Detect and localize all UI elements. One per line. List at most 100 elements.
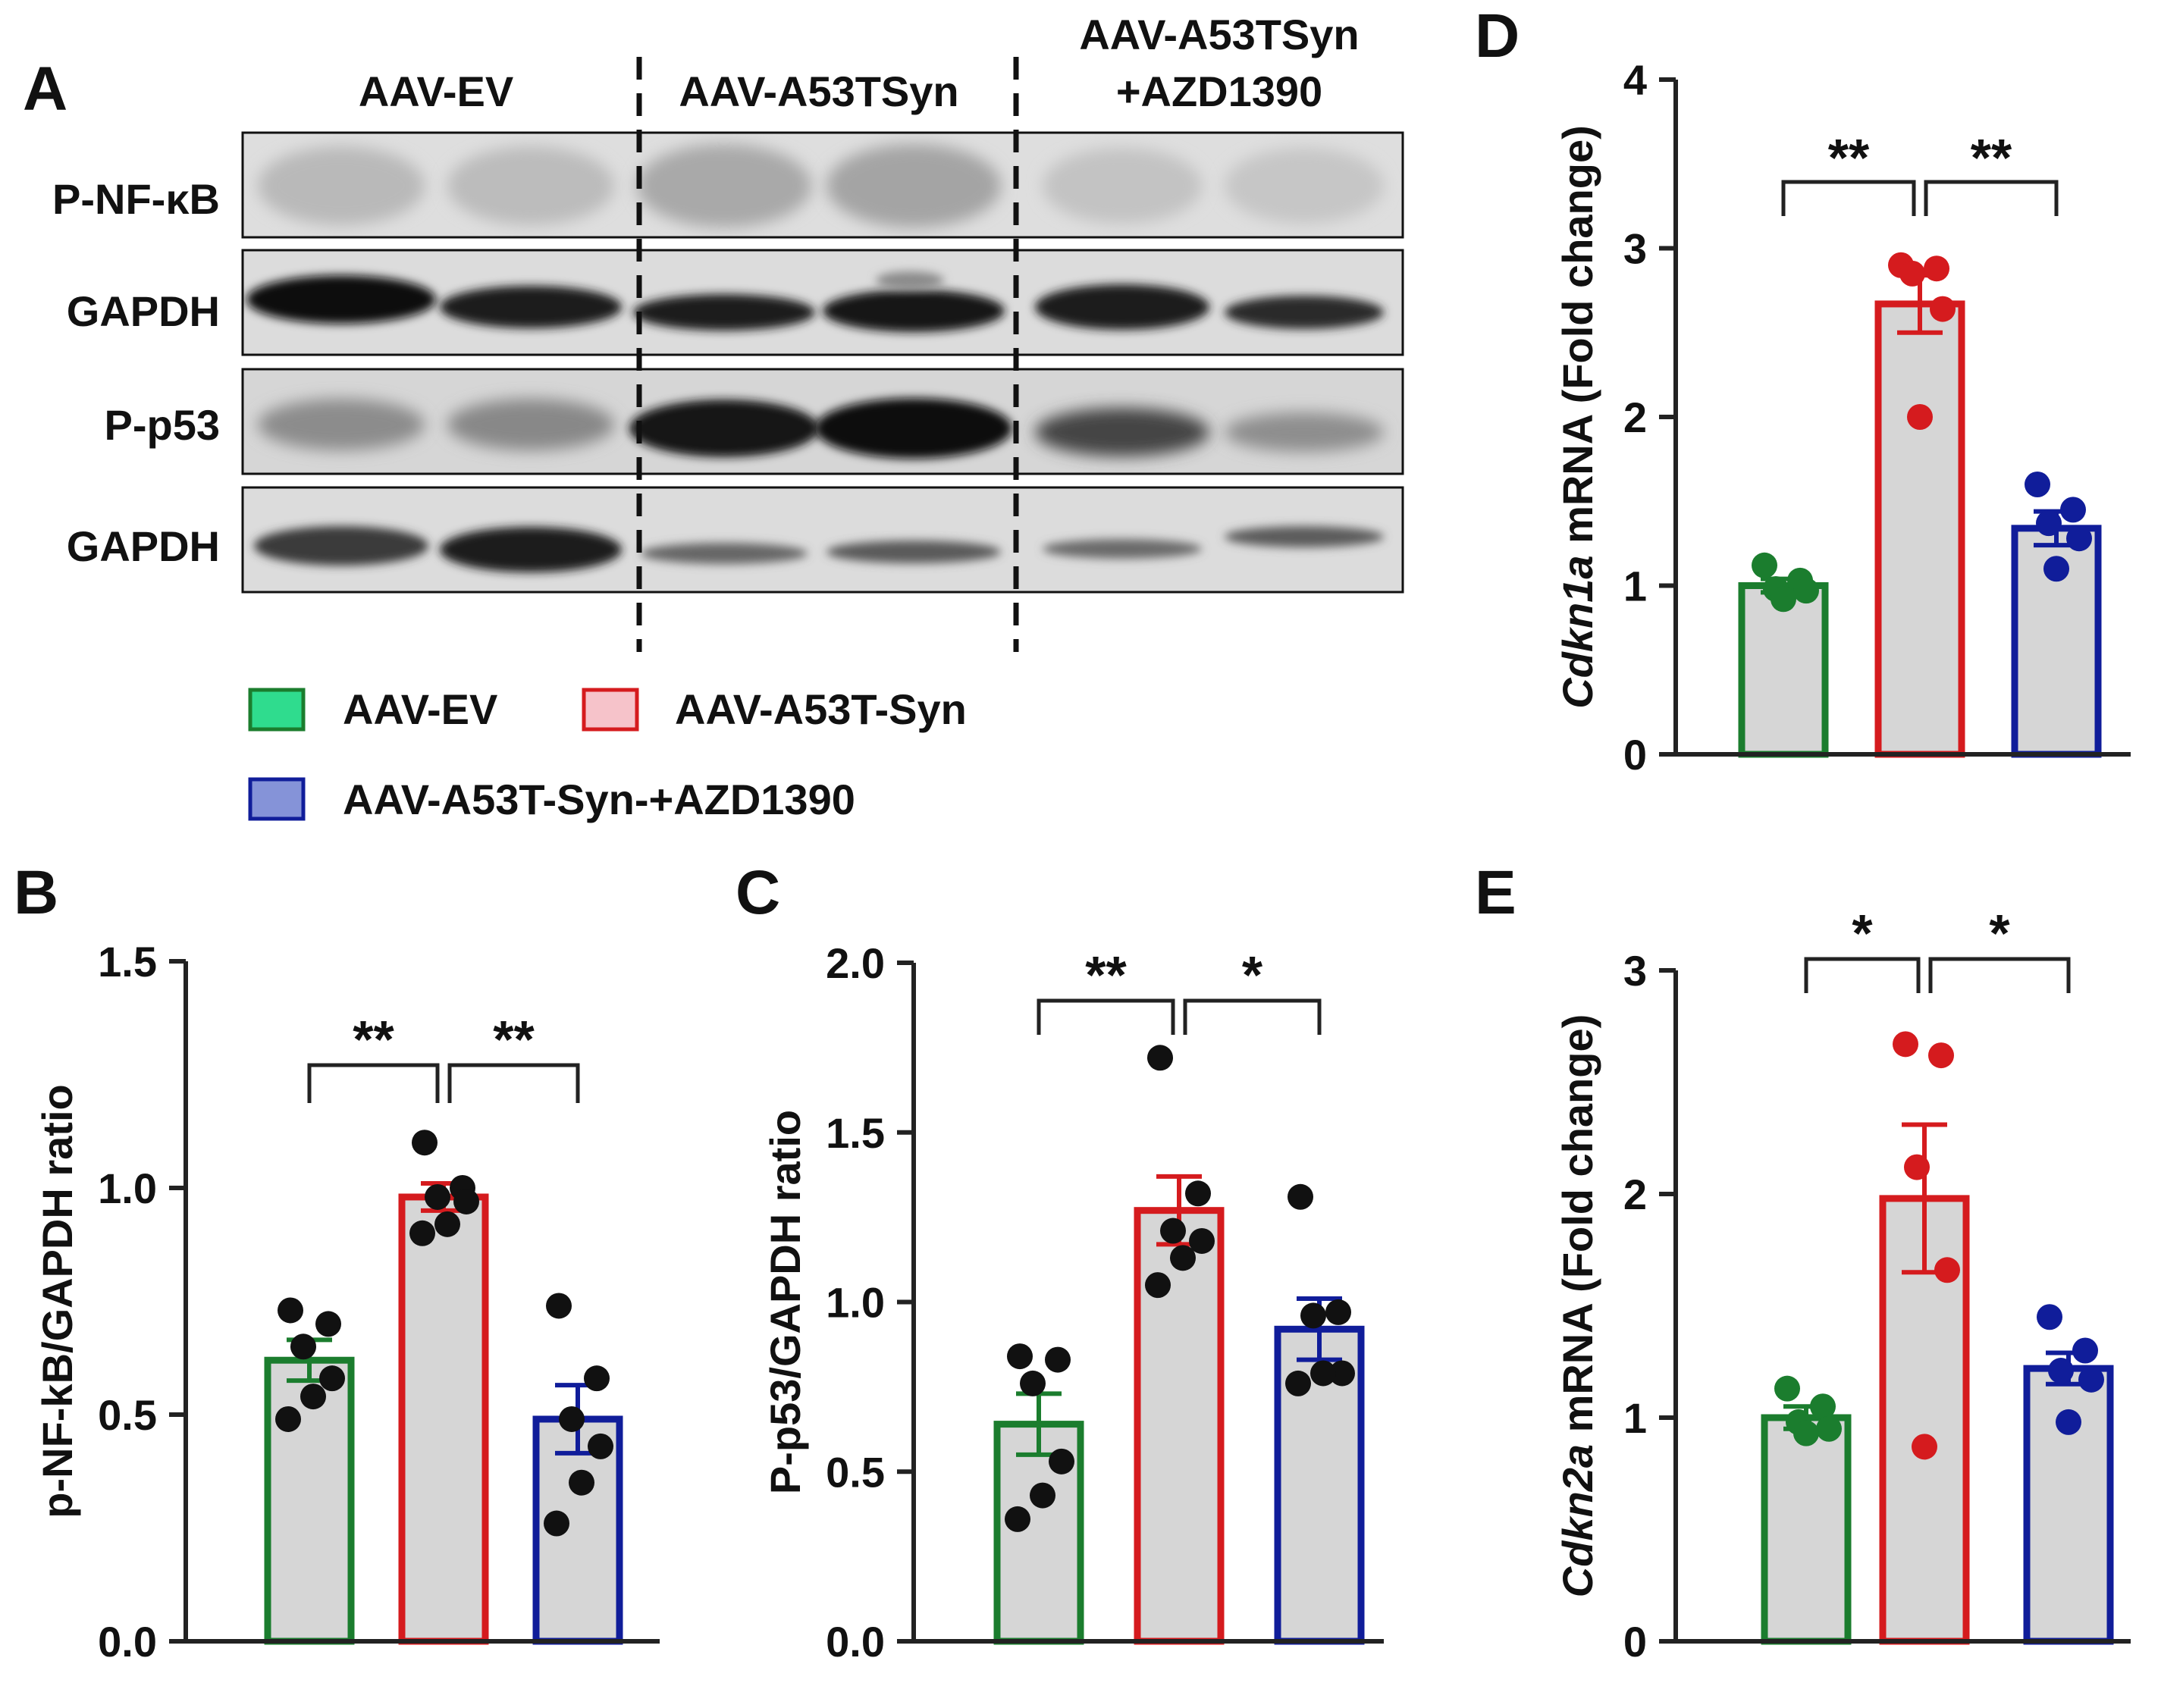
chart-c-ytick-label: 0.0 bbox=[826, 1618, 885, 1666]
chart-c-point-ev bbox=[1005, 1506, 1030, 1532]
chart-e-point-ev bbox=[1816, 1415, 1842, 1442]
chart-e-point-syn bbox=[1928, 1042, 1954, 1069]
chart-b-ylabel: p-NF-kB/GAPDH ratio bbox=[33, 1084, 81, 1518]
legend-label-azd: AAV-A53T-Syn-+AZD1390 bbox=[343, 776, 855, 823]
chart-d-point-ev bbox=[1793, 578, 1819, 604]
chart-e-point-ev bbox=[1774, 1375, 1800, 1402]
chart-b-nfkb-ratio: 0.0 0.5 1.0 1.5 p-NF-kB/GAPDH ratio ** ** bbox=[33, 938, 660, 1666]
chart-b-point-ev bbox=[319, 1365, 345, 1392]
blot-row-label-p-p53: P-p53 bbox=[105, 401, 221, 449]
chart-d-point-azd bbox=[2036, 510, 2062, 537]
chart-c-point-syn bbox=[1170, 1245, 1196, 1271]
legend-swatch-syn bbox=[582, 688, 639, 732]
legend-label-syn: AAV-A53T-Syn bbox=[675, 685, 967, 733]
chart-d-ytick-label: 3 bbox=[1623, 225, 1647, 273]
chart-c-sig-label: * bbox=[1242, 945, 1263, 1004]
chart-c-point-ev bbox=[1030, 1482, 1055, 1509]
chart-d-point-syn bbox=[1899, 260, 1925, 287]
chart-c-ytick-label: 0.5 bbox=[826, 1448, 885, 1496]
chart-b-point-azd bbox=[544, 1510, 569, 1537]
chart-b-sig-label: ** bbox=[493, 1010, 535, 1069]
chart-e-sig-bracket bbox=[1804, 957, 1921, 993]
chart-e-sig-bracket bbox=[1928, 957, 2071, 993]
chart-d-point-azd bbox=[2060, 497, 2086, 523]
chart-c-ylabel: P-p53/GAPDH ratio bbox=[761, 1110, 809, 1494]
panel-label-e: E bbox=[1475, 858, 1516, 927]
chart-d-cdkn1a: 0 1 2 3 4 Cdkn1a mRNA (Fold change) ** ** bbox=[1554, 56, 2131, 779]
chart-b-point-syn bbox=[409, 1220, 435, 1246]
blot-strip-gapdh-1 bbox=[243, 250, 1403, 355]
chart-b-sig-bracket bbox=[307, 1063, 440, 1103]
chart-e-bar-ev bbox=[1761, 1414, 1852, 1645]
chart-b-point-azd bbox=[588, 1433, 613, 1459]
legend: AAV-EV AAV-A53T-Syn AAV-A53T-Syn-+AZD139… bbox=[248, 685, 967, 823]
chart-d-point-syn bbox=[1924, 255, 1949, 282]
chart-b-point-ev bbox=[278, 1297, 303, 1324]
chart-e-point-ev bbox=[1810, 1393, 1836, 1420]
chart-c-point-azd bbox=[1329, 1360, 1355, 1387]
blot-group-label-syn-azd-line2: +AZD1390 bbox=[1116, 67, 1322, 115]
chart-b-point-ev bbox=[275, 1406, 301, 1432]
chart-c-point-syn bbox=[1160, 1218, 1186, 1244]
chart-b-point-azd bbox=[569, 1469, 594, 1496]
chart-d-point-ev bbox=[1771, 586, 1796, 613]
panel-label-c: C bbox=[736, 858, 780, 927]
panel-label-d: D bbox=[1475, 2, 1520, 71]
chart-c-point-ev bbox=[1049, 1448, 1074, 1475]
chart-c-p53-ratio: 0.00.51.01.52.0P-p53/GAPDH ratio** * bbox=[761, 939, 1384, 1666]
chart-b-ytick-label: 0.0 bbox=[98, 1618, 157, 1666]
chart-d-point-azd bbox=[2066, 525, 2092, 552]
chart-e-ylabel: Cdkn2a mRNA (Fold change) bbox=[1554, 1014, 1601, 1598]
blot-group-label-syn-azd-line1: AAV-A53TSyn bbox=[1079, 11, 1359, 58]
chart-d-point-azd bbox=[2025, 472, 2050, 497]
chart-c-ytick-label: 1.5 bbox=[826, 1109, 885, 1157]
chart-c-point-syn bbox=[1145, 1272, 1171, 1299]
chart-e-ytick-label: 2 bbox=[1623, 1171, 1647, 1218]
chart-b-point-syn bbox=[434, 1211, 460, 1237]
blot-row-label-p-nfkb: P-NF-κB bbox=[52, 175, 220, 223]
chart-e-point-syn bbox=[1904, 1154, 1930, 1180]
chart-d-sig-label: ** bbox=[1828, 128, 1870, 187]
chart-b-bar-syn bbox=[398, 1193, 489, 1645]
chart-e-point-azd bbox=[2078, 1366, 2104, 1393]
chart-c-ytick-label: 1.0 bbox=[826, 1279, 885, 1327]
chart-e-point-azd bbox=[2048, 1358, 2074, 1384]
chart-b-ytick-label: 1.0 bbox=[98, 1164, 157, 1212]
chart-e-point-azd bbox=[2037, 1304, 2062, 1330]
blot-group-label-ev: AAV-EV bbox=[359, 67, 513, 115]
chart-b-ytick-label: 0.5 bbox=[98, 1391, 157, 1439]
blot-strip-gapdh-2 bbox=[243, 487, 1403, 592]
chart-c-point-syn bbox=[1147, 1045, 1173, 1071]
blot-strip-p-nfkb bbox=[243, 133, 1403, 237]
chart-d-point-syn bbox=[1907, 404, 1933, 430]
chart-d-ytick-label: 0 bbox=[1623, 731, 1647, 779]
chart-b-point-azd bbox=[546, 1293, 572, 1319]
chart-c-point-azd bbox=[1310, 1360, 1336, 1387]
chart-e-ytick-label: 0 bbox=[1623, 1618, 1647, 1666]
chart-d-point-ev bbox=[1752, 552, 1777, 578]
chart-b-point-syn bbox=[453, 1188, 479, 1214]
chart-c-sig-bracket bbox=[1183, 998, 1322, 1035]
chart-e-point-azd bbox=[2072, 1337, 2098, 1364]
blot-row-label-gapdh-1: GAPDH bbox=[67, 287, 220, 335]
chart-d-point-syn bbox=[1930, 296, 1956, 322]
chart-e-point-syn bbox=[1934, 1257, 1960, 1283]
chart-b-point-ev bbox=[315, 1311, 341, 1337]
chart-b-point-ev bbox=[290, 1333, 316, 1360]
chart-b-point-azd bbox=[559, 1406, 585, 1432]
chart-c-point-syn bbox=[1189, 1227, 1215, 1254]
chart-b-point-syn bbox=[412, 1130, 438, 1156]
chart-c-sig-label: ** bbox=[1085, 945, 1127, 1004]
blot-strip-p-p53 bbox=[243, 369, 1403, 474]
chart-d-ytick-label: 4 bbox=[1623, 56, 1647, 104]
chart-c-point-ev bbox=[1020, 1370, 1046, 1396]
chart-b-sig-label: ** bbox=[353, 1010, 394, 1069]
chart-e-ytick-label: 3 bbox=[1623, 947, 1647, 995]
chart-d-point-azd bbox=[2043, 556, 2069, 582]
chart-e-point-ev bbox=[1793, 1420, 1819, 1446]
chart-c-point-azd bbox=[1300, 1302, 1326, 1329]
chart-d-ytick-label: 2 bbox=[1623, 393, 1647, 441]
blot-row-label-gapdh-2: GAPDH bbox=[67, 522, 220, 570]
chart-e-point-syn bbox=[1893, 1031, 1918, 1058]
